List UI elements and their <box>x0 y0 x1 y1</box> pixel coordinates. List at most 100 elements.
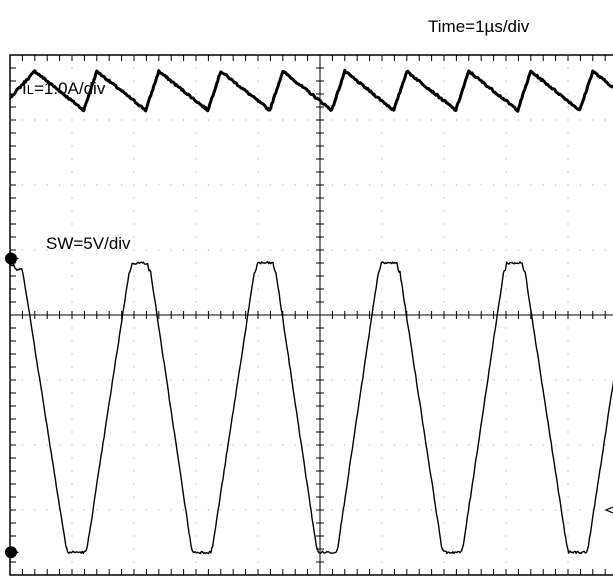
grid-dot <box>183 184 185 186</box>
grid-dot <box>331 184 333 186</box>
grid-dot <box>121 119 123 121</box>
grid-dot <box>108 509 110 511</box>
grid-dot <box>195 145 197 147</box>
grid-dot <box>195 301 197 303</box>
grid-dot <box>294 119 296 121</box>
grid-dot <box>71 236 73 238</box>
grid-dot <box>183 379 185 381</box>
grid-dot <box>505 457 507 459</box>
grid-dot <box>71 470 73 472</box>
grid-dot <box>555 184 557 186</box>
grid-dot <box>71 93 73 95</box>
grid-dot <box>567 470 569 472</box>
grid-dot <box>170 184 172 186</box>
grid-dot <box>505 327 507 329</box>
grid-dot <box>505 301 507 303</box>
grid-dot <box>381 275 383 277</box>
grid-dot <box>418 119 420 121</box>
grid-dot <box>71 158 73 160</box>
grid-dot <box>71 197 73 199</box>
grid-dot <box>505 353 507 355</box>
grid-dot <box>381 431 383 433</box>
grid-dot <box>505 275 507 277</box>
grid-dot <box>145 444 147 446</box>
grid-dot <box>133 171 135 173</box>
grid-dot <box>356 509 358 511</box>
grid-dot <box>59 444 61 446</box>
grid-dot <box>307 249 309 251</box>
grid-dot <box>133 327 135 329</box>
grid-dot <box>71 223 73 225</box>
grid-dot <box>505 535 507 537</box>
grid-dot <box>431 249 433 251</box>
graticule <box>9 54 613 576</box>
grid-dot <box>195 522 197 524</box>
grid-dot <box>381 184 383 186</box>
grid-dot <box>604 249 606 251</box>
grid-dot <box>121 184 123 186</box>
grid-dot <box>282 184 284 186</box>
grid-dot <box>133 353 135 355</box>
grid-dot <box>443 184 445 186</box>
grid-dot <box>245 184 247 186</box>
grid-dot <box>443 171 445 173</box>
inductor-current-label-suffix: =1.0A/div <box>34 79 106 98</box>
grid-dot <box>505 405 507 407</box>
grid-dot <box>604 379 606 381</box>
grid-dot <box>257 561 259 563</box>
grid-dot <box>133 132 135 134</box>
grid-dot <box>455 444 457 446</box>
grid-dot <box>195 379 197 381</box>
grid-dot <box>232 509 234 511</box>
grid-dot <box>71 171 73 173</box>
grid-dot <box>133 418 135 420</box>
grid-dot <box>480 119 482 121</box>
grid-dot <box>567 379 569 381</box>
grid-dot <box>34 444 36 446</box>
grid-dot <box>567 106 569 108</box>
grid-dot <box>195 197 197 199</box>
grid-dot <box>96 249 98 251</box>
grid-dot <box>108 119 110 121</box>
grid-dot <box>567 158 569 160</box>
grid-dot <box>381 392 383 394</box>
grid-dot <box>381 327 383 329</box>
grid-dot <box>344 184 346 186</box>
grid-dot <box>83 379 85 381</box>
grid-dot <box>207 509 209 511</box>
grid-dot <box>356 379 358 381</box>
grid-dot <box>257 522 259 524</box>
grid-dot <box>505 444 507 446</box>
grid-dot <box>356 184 358 186</box>
grid-dot <box>71 327 73 329</box>
grid-dot <box>294 509 296 511</box>
grid-dot <box>443 522 445 524</box>
grid-dot <box>133 197 135 199</box>
grid-dot <box>381 301 383 303</box>
grid-dot <box>406 184 408 186</box>
grid-dot <box>443 561 445 563</box>
grid-dot <box>443 340 445 342</box>
grid-dot <box>505 67 507 69</box>
grid-dot <box>443 509 445 511</box>
grid-dot <box>517 184 519 186</box>
grid-dot <box>356 119 358 121</box>
grid-dot <box>369 184 371 186</box>
grid-dot <box>195 119 197 121</box>
inductor-current-label-subscript: L <box>27 82 34 97</box>
grid-dot <box>567 392 569 394</box>
grid-dot <box>443 496 445 498</box>
grid-dot <box>257 405 259 407</box>
grid-dot <box>257 288 259 290</box>
grid-dot <box>133 184 135 186</box>
grid-dot <box>381 561 383 563</box>
grid-dot <box>381 418 383 420</box>
grid-dot <box>257 535 259 537</box>
grid-dot <box>133 340 135 342</box>
grid-dot <box>381 444 383 446</box>
inductor-current-trace <box>10 68 613 113</box>
grid-dot <box>220 379 222 381</box>
grid-dot <box>443 470 445 472</box>
grid-dot <box>257 197 259 199</box>
grid-dot <box>195 171 197 173</box>
